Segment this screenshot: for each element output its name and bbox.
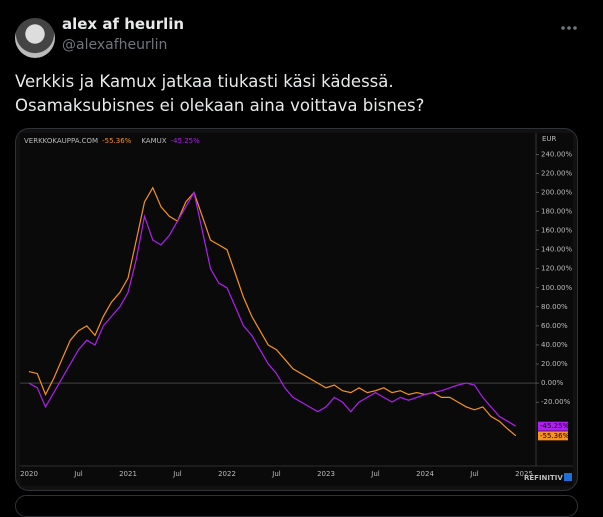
y-tick-label: 220.00% <box>541 169 572 177</box>
tweet-text: Verkkis ja Kamux jatkaa tiukasti käsi kä… <box>15 70 424 118</box>
y-tick-label: 120.00% <box>541 265 572 273</box>
series-line <box>28 186 517 437</box>
y-tick-label: -20.00% <box>541 398 571 406</box>
y-tick-label: 100.00% <box>541 284 572 292</box>
x-tick-label: 2024 <box>416 470 434 478</box>
y-tick-label: 240.00% <box>541 150 572 158</box>
end-label: -45.25% <box>540 422 570 430</box>
chart-bg <box>20 133 573 486</box>
avatar[interactable] <box>15 18 55 58</box>
y-tick-label: 160.00% <box>541 227 572 235</box>
end-label: -55.36% <box>540 432 570 440</box>
y-tick-label: 180.00% <box>541 208 572 216</box>
end-label-bg <box>538 421 568 431</box>
y-tick-label: 140.00% <box>541 246 572 254</box>
next-item <box>15 495 578 517</box>
text-line: Osamaksubisnes ei olekaan aina voittava … <box>15 96 425 115</box>
y-tick-label: 0.00% <box>541 379 564 387</box>
x-tick-label: 2021 <box>119 470 137 478</box>
source: REFINITIV <box>524 474 563 482</box>
legend-name: VERKKOKAUPPA.COM <box>24 137 98 145</box>
series-line <box>28 190 517 427</box>
page: alex af heurlin @alexafheurlin Verkkis j… <box>15 15 578 517</box>
y-tick-label: 40.00% <box>541 341 568 349</box>
y-tick-label: 200.00% <box>541 188 572 196</box>
x-tick-label: Jul <box>271 470 281 478</box>
end-label-bg <box>538 431 568 441</box>
legend-value: -45.25% <box>171 137 201 145</box>
author-handle[interactable]: @alexafheurlin <box>62 37 168 53</box>
source-icon <box>564 473 572 481</box>
x-tick-label: 2025 <box>515 470 533 478</box>
legend-name: KAMUX <box>141 137 166 145</box>
media[interactable]: EUR REFINITIV -20.00% 0.00% 20.00% 40.00% 60… <box>15 128 578 491</box>
y-tick-label: 60.00% <box>541 322 568 330</box>
x-tick-label: Jul <box>172 470 182 478</box>
x-tick-label: 2022 <box>218 470 236 478</box>
y-tick-label: 20.00% <box>541 360 568 368</box>
x-tick-label: Jul <box>370 470 380 478</box>
legend-value: -55.36% <box>102 137 132 145</box>
x-tick-label: Jul <box>73 470 83 478</box>
chart: EUR REFINITIV -20.00% 0.00% 20.00% 40.00% 60… <box>20 133 573 486</box>
x-tick-label: 2020 <box>20 470 38 478</box>
y-tick-label: 80.00% <box>541 303 568 311</box>
currency: EUR <box>542 135 557 143</box>
text-line: Verkkis ja Kamux jatkaa tiukasti käsi kä… <box>15 72 394 91</box>
x-tick-label: 2023 <box>317 470 335 478</box>
x-tick-label: Jul <box>469 470 479 478</box>
author-name[interactable]: alex af heurlin <box>62 15 185 33</box>
more-button[interactable] <box>560 25 578 31</box>
